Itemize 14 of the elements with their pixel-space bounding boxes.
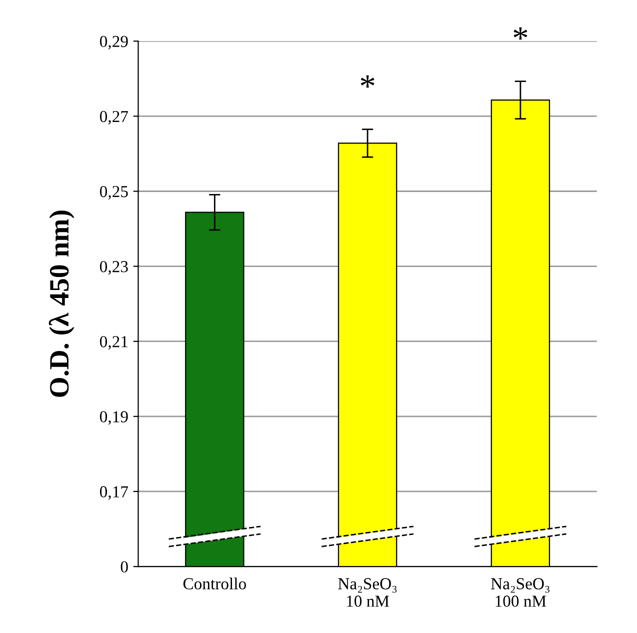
y-axis-title: O.D. (λ 450 nm) — [48, 210, 74, 397]
annotation: * — [360, 75, 374, 88]
y-tick-label: 0,21 — [100, 336, 128, 350]
y-tick-label: 0,27 — [100, 110, 128, 125]
y-tick-label: 0 — [120, 561, 128, 572]
x-tick-label: Na₂SeO₃ 100 nM — [491, 578, 550, 607]
annotation: * — [514, 27, 528, 40]
y-tick-label: 0,23 — [100, 261, 128, 275]
y-tick-label: 0,19 — [100, 411, 128, 425]
y-tick-label: 0,29 — [100, 36, 128, 50]
x-tick-label: Controllo — [183, 578, 246, 590]
y-tick-label: 0,25 — [100, 186, 128, 200]
y-tick-label: 0,17 — [100, 486, 128, 500]
x-tick-label: Na₂SeO₃ 10 nM — [338, 578, 397, 607]
